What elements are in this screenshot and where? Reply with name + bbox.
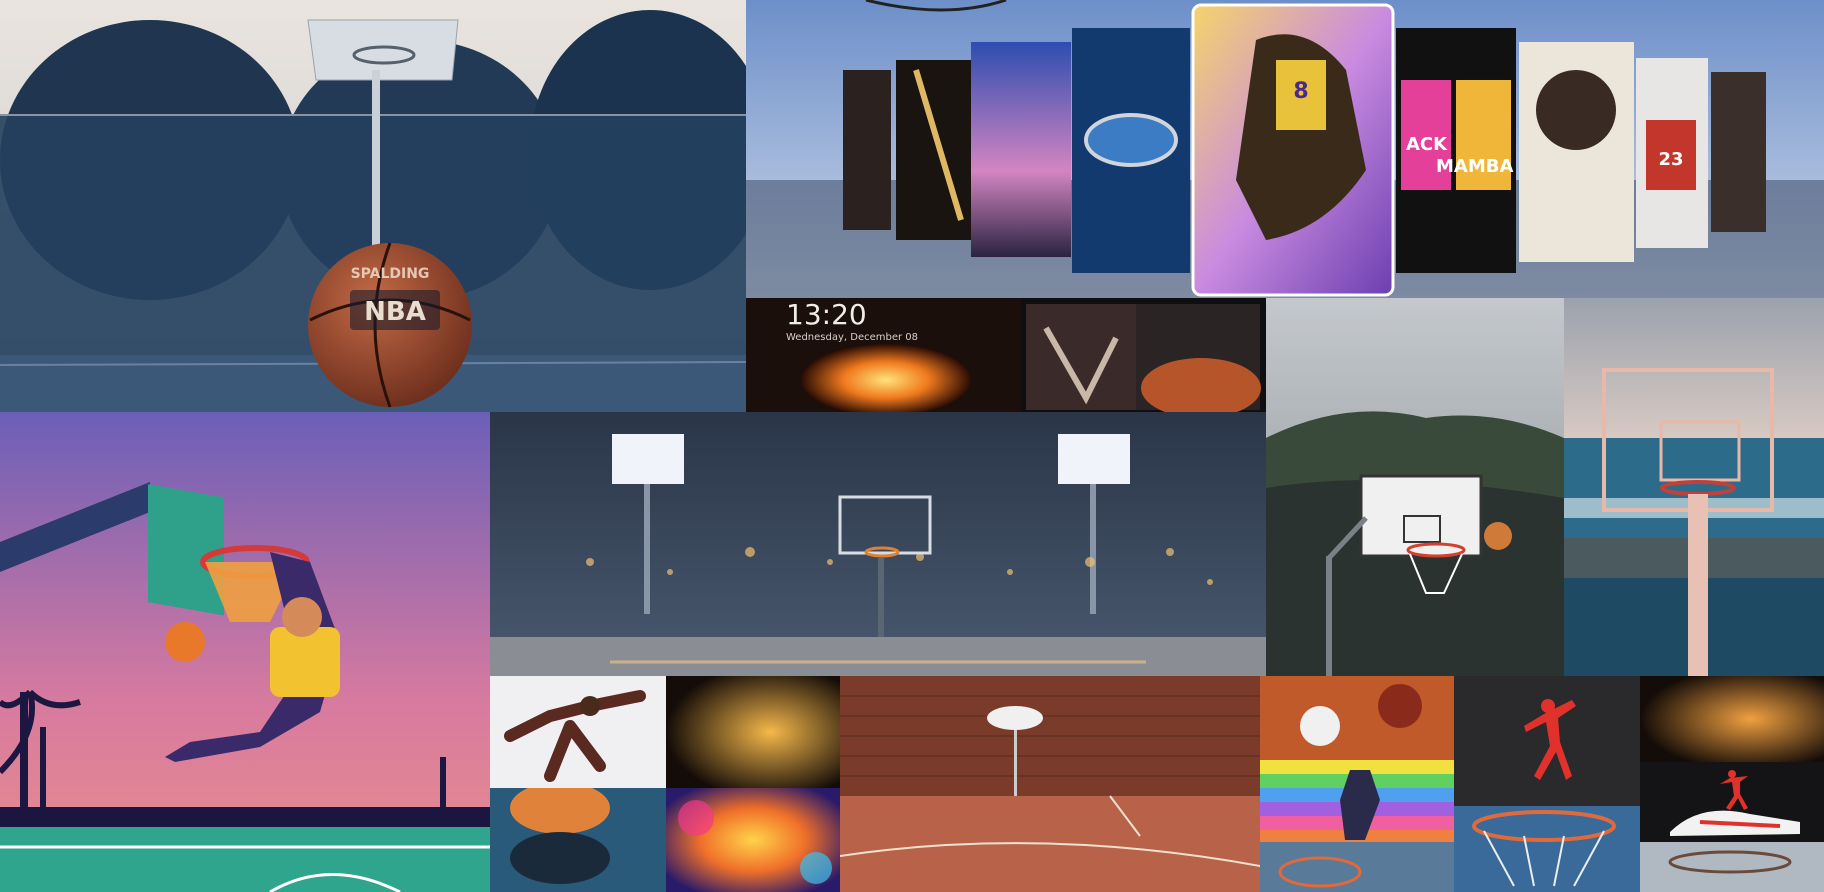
- lockscreen-date-text: Wednesday, December 08: [786, 332, 918, 343]
- ball-reflection-photo: [490, 788, 666, 892]
- poster-text-line1: ACK: [1406, 134, 1448, 155]
- pastel-hoop-photo: [1266, 298, 1564, 676]
- wallpaper-carousel-photo: 8 ACK MAMBA 23: [746, 0, 1824, 298]
- ball-brand-text: SPALDING: [351, 266, 430, 282]
- fire-ball-dark-photo: [666, 676, 840, 788]
- jersey-23-text: 23: [1658, 149, 1683, 170]
- illustrated-dunk-photo: [0, 412, 490, 892]
- jordan-shoe-photo: [1640, 762, 1824, 842]
- arena-photo: [490, 412, 1266, 676]
- action-collage-photo: [1260, 676, 1454, 760]
- rainbow-silhouette-photo: [1260, 760, 1454, 842]
- hoop-bottom-right-photo: [1640, 842, 1824, 892]
- ball-logo-text: NBA: [364, 297, 426, 327]
- lockscreen-phones-photo: 13:20 Wednesday, December 08: [746, 298, 1266, 412]
- outdoor-court-ball-photo: NBA SPALDING: [0, 0, 746, 412]
- colorful-fire-ball-photo: [666, 788, 840, 892]
- brick-wall-court-photo: [840, 676, 1260, 892]
- hoop-net-blue-photo: [1454, 806, 1640, 892]
- lockscreen-time-text: 13:20: [786, 298, 867, 331]
- jumpman-icon: [1524, 699, 1576, 780]
- poster-text-line2: MAMBA: [1436, 156, 1513, 177]
- jumpman-small-icon: [1720, 770, 1748, 810]
- dunking-player-photo: [490, 676, 666, 788]
- jersey-number-text: 8: [1293, 79, 1308, 104]
- beach-hoop-photo: [1564, 298, 1824, 676]
- fire-texture-photo: [1640, 676, 1824, 762]
- hoop-net-bottom-photo: [1260, 842, 1454, 892]
- jordan-logo-photo: [1454, 676, 1640, 806]
